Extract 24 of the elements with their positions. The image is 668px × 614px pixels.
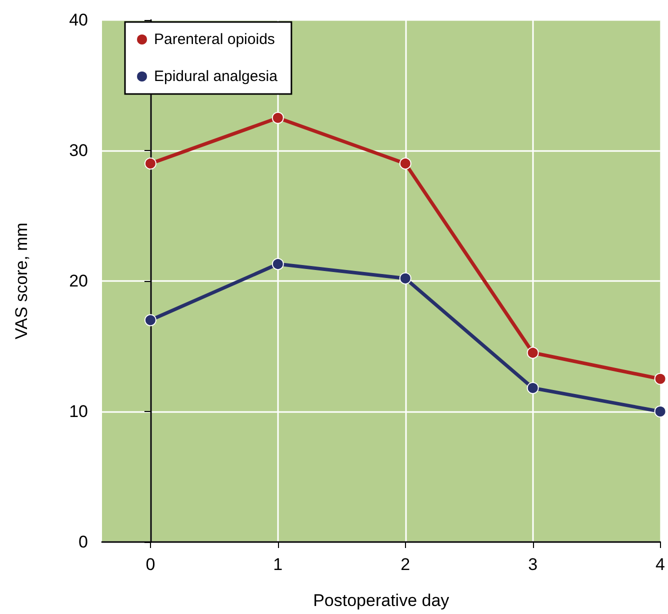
x-tick-label: 3 [528, 555, 538, 574]
point [526, 346, 539, 359]
point [399, 158, 412, 170]
point [654, 372, 666, 385]
y-tick-label: 30 [69, 141, 88, 160]
point [272, 258, 284, 270]
y-tick-label: 0 [78, 532, 88, 552]
x-tick-label: 4 [656, 555, 666, 574]
y-axis-title: VAS score, mm [12, 222, 31, 340]
point [144, 314, 156, 326]
point [144, 158, 156, 170]
y-tick-label: 20 [69, 272, 88, 290]
point [654, 406, 666, 418]
legend-label: Epidural analgesia [154, 68, 278, 85]
point [272, 112, 284, 124]
legend-label: Parenteral opioids [154, 31, 275, 48]
y-tick-label: 40 [69, 10, 88, 30]
y-tick-label: 10 [69, 402, 88, 421]
x-axis-title: Postoperative day [313, 591, 450, 610]
point [526, 382, 539, 394]
x-tick-label: 2 [400, 555, 410, 574]
x-tick-label: 1 [273, 555, 283, 574]
point [399, 272, 412, 284]
x-tick-label: 0 [146, 555, 156, 574]
